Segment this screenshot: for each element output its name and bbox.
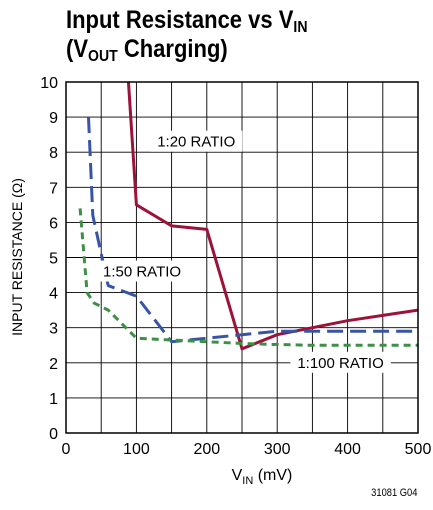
series-lines bbox=[78, 82, 418, 351]
y-tick-label: 1 bbox=[49, 391, 58, 408]
chart-title-line-1: Input Resistance vs VIN bbox=[66, 6, 308, 36]
y-tick-label: 2 bbox=[49, 356, 58, 373]
y-tick-label: 8 bbox=[49, 145, 58, 162]
annotation-label: 1:50 RATIO bbox=[103, 264, 181, 281]
y-tick-label: 0 bbox=[49, 426, 58, 443]
x-tick-label: 300 bbox=[264, 441, 291, 458]
series-line-1-20-ratio bbox=[126, 82, 418, 351]
y-axis-label: INPUT RESISTANCE (Ω) bbox=[9, 178, 25, 336]
x-tick-label: 500 bbox=[405, 441, 432, 458]
x-tick-labels: 0 100 200 300 400 500 bbox=[62, 441, 432, 458]
figure-id: 31081 G04 bbox=[370, 487, 417, 499]
annotation-backdrop bbox=[290, 351, 391, 373]
series-line-1-50-ratio bbox=[87, 117, 418, 344]
x-tick-label: 100 bbox=[123, 441, 150, 458]
y-tick-label: 5 bbox=[49, 251, 58, 268]
annotation-label: 1:20 RATIO bbox=[157, 134, 235, 151]
annotation-label: 1:100 RATIO bbox=[297, 355, 383, 372]
x-tick-label: 400 bbox=[334, 441, 361, 458]
y-tick-label: 4 bbox=[49, 286, 58, 303]
annotation-backdrop bbox=[96, 260, 189, 282]
y-tick-label: 6 bbox=[49, 215, 58, 232]
plot-frame bbox=[65, 81, 419, 434]
chart-title: Input Resistance vs VIN (VOUT Charging) bbox=[66, 6, 308, 65]
series-line-1-100-ratio bbox=[78, 208, 418, 347]
y-tick-labels: 0 1 2 3 4 5 6 7 8 9 10 bbox=[40, 75, 58, 443]
y-tick-label: 9 bbox=[49, 110, 58, 127]
y-tick-label: 7 bbox=[49, 180, 58, 197]
x-axis-label: VIN (mV) bbox=[232, 467, 293, 487]
chart-title-line-2: (VOUT Charging) bbox=[66, 35, 228, 65]
y-tick-label: 3 bbox=[49, 321, 58, 338]
x-tick-label: 200 bbox=[193, 441, 220, 458]
annotations: 1:20 RATIO 1:50 RATIO 1:100 RATIO bbox=[96, 130, 391, 373]
x-tick-label: 0 bbox=[62, 441, 71, 458]
annotation-backdrop bbox=[150, 130, 243, 152]
y-tick-label: 10 bbox=[40, 75, 58, 92]
